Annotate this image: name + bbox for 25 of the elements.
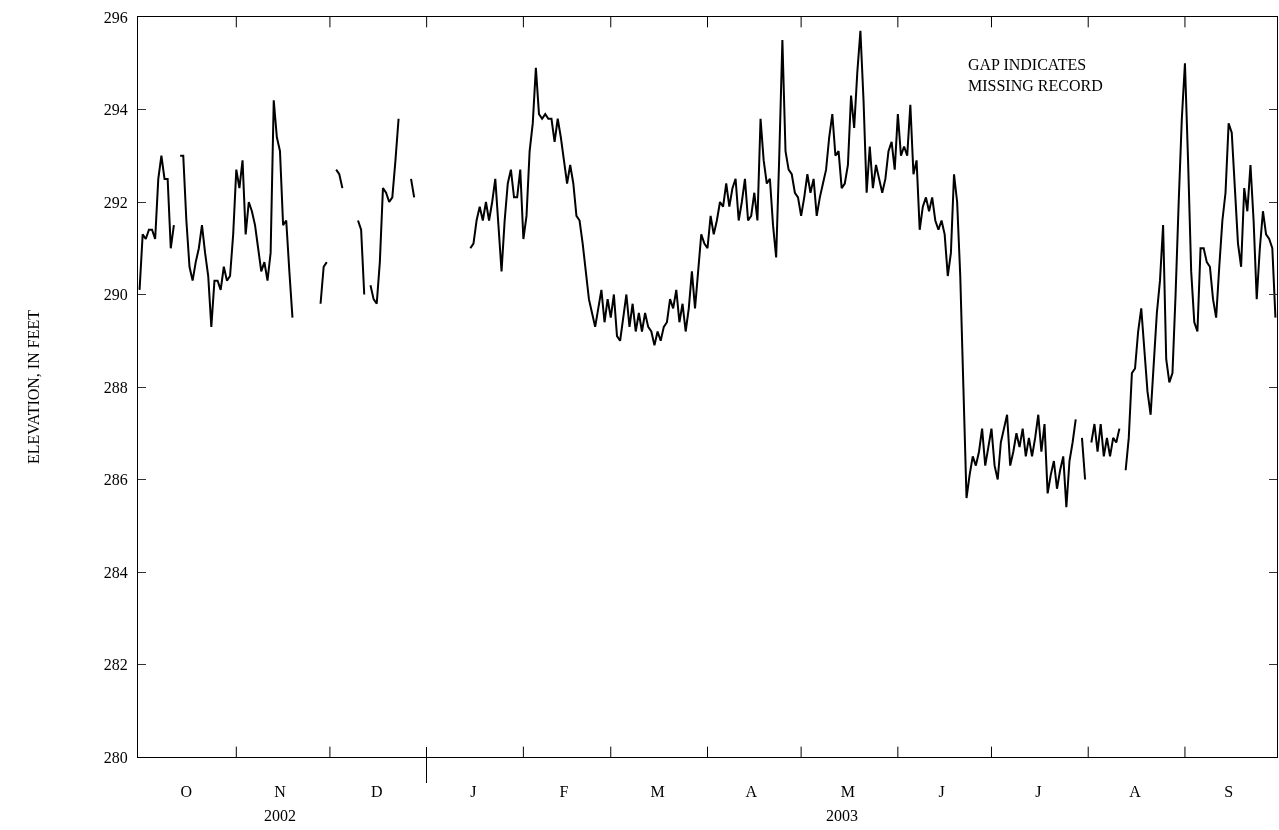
x-tick-label: A (745, 783, 758, 801)
y-tick-label: 286 (103, 471, 128, 489)
x-tick-label: M (650, 783, 665, 801)
x-tick-label: N (274, 783, 287, 801)
y-tick-label: 280 (103, 748, 128, 766)
y-tick-label: 294 (103, 101, 128, 119)
x-tick-label: J (938, 783, 945, 801)
y-tick-label: 290 (103, 286, 128, 304)
x-tick-label: O (180, 783, 193, 801)
y-tick-label: 296 (103, 8, 128, 26)
annotation: GAP INDICATES MISSING RECORD (968, 56, 1103, 94)
text: 2003 (826, 807, 858, 824)
y-axis-title: ELEVATION, IN FEET (24, 309, 42, 464)
x-tick-label: A (1129, 783, 1142, 801)
x-tick-label: M (840, 783, 856, 801)
y-tick-label: 288 (103, 378, 128, 396)
x-tick-label: D (370, 783, 383, 801)
x-tick-label: J (470, 783, 477, 801)
y-tick-label: 292 (103, 193, 128, 211)
x-tick-label: S (1224, 783, 1234, 801)
x-tick-label: J (1035, 783, 1042, 801)
y-tick-label: 284 (103, 563, 128, 581)
y-tick-label: 282 (103, 656, 128, 674)
text: 2002 (264, 807, 296, 824)
x-tick-label: F (559, 783, 569, 801)
